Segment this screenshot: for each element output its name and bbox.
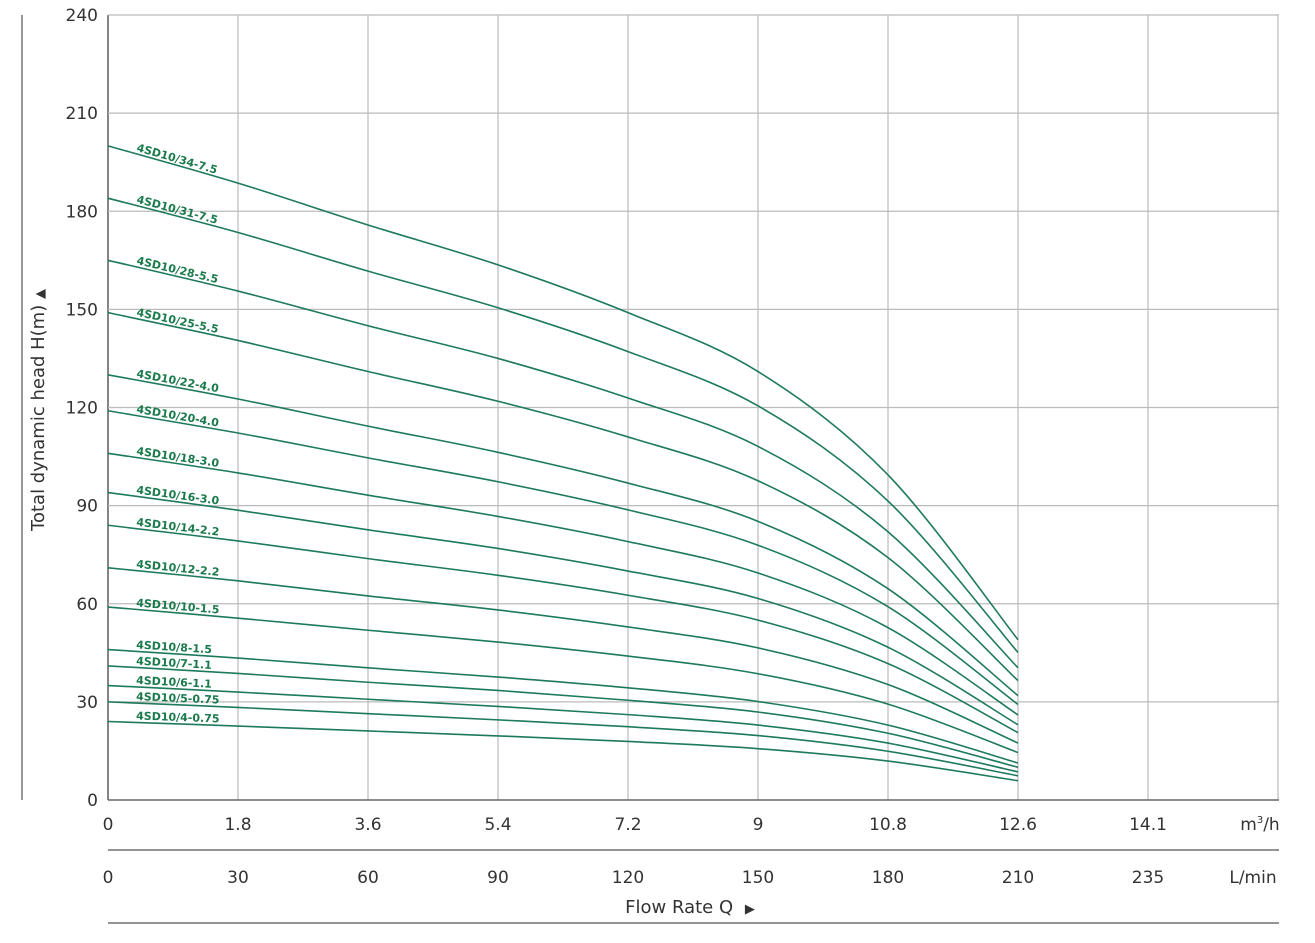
grid xyxy=(107,14,1279,801)
x-tick-label-primary: 1.8 xyxy=(224,815,251,835)
x-tick-label-secondary: 120 xyxy=(612,868,644,888)
curve-label: 4SD10/22-4.0 xyxy=(135,367,220,395)
pump-curve xyxy=(107,566,1019,744)
x-axis-arrow: ▶ xyxy=(745,902,755,917)
curve-label: 4SD10/25-5.5 xyxy=(135,306,219,336)
pump-curve xyxy=(107,701,1019,777)
x-tick-label-secondary: 180 xyxy=(872,868,904,888)
x-tick-label-primary: 5.4 xyxy=(484,815,511,835)
x-tick-label-secondary: 60 xyxy=(357,868,379,888)
curve-label: 4SD10/4-0.75 xyxy=(136,709,220,725)
pump-curve xyxy=(107,452,1019,716)
pump-curve xyxy=(107,684,1019,773)
y-tick-label: 120 xyxy=(66,399,98,419)
x-tick-label-primary: 12.6 xyxy=(999,815,1037,835)
x-tick-label-secondary: 90 xyxy=(487,868,509,888)
y-axis-arrow: ▲ xyxy=(33,289,48,299)
pump-curve xyxy=(107,648,1019,764)
y-tick-label: 210 xyxy=(66,104,98,124)
y-tick-labels: 0 30 60 90 120 150 180 210 240 xyxy=(66,6,98,811)
pump-curve xyxy=(107,491,1019,726)
curve-labels: 4SD10/34-7.54SD10/31-7.54SD10/28-5.54SD1… xyxy=(135,141,220,725)
pump-curve xyxy=(107,145,1019,641)
pump-curve xyxy=(107,311,1019,682)
x-tick-label-primary: 14.1 xyxy=(1129,815,1167,835)
y-tick-label: 150 xyxy=(66,300,98,320)
curves xyxy=(107,145,1019,782)
curve-label: 4SD10/34-7.5 xyxy=(135,141,219,176)
curve-label: 4SD10/8-1.5 xyxy=(136,638,212,656)
pump-curve xyxy=(107,259,1019,669)
pump-curve xyxy=(107,665,1019,769)
x-tick-label-primary: 3.6 xyxy=(354,815,381,835)
x-tick-label-primary: 7.2 xyxy=(614,815,641,835)
pump-curve xyxy=(107,720,1019,782)
pump-curve xyxy=(107,197,1019,654)
x-axis-title: Flow Rate Q ▶ xyxy=(625,897,755,918)
x-tick-label-secondary: 0 xyxy=(103,868,114,888)
curve-label: 4SD10/12-2.2 xyxy=(136,558,220,579)
x-tick-label-secondary: 30 xyxy=(227,868,249,888)
y-tick-label: 30 xyxy=(76,693,98,713)
y-axis-title: Total dynamic head H(m) ▲ xyxy=(28,289,49,532)
curve-label: 4SD10/18-3.0 xyxy=(136,445,221,470)
pump-curve xyxy=(107,409,1019,706)
pump-curve xyxy=(107,524,1019,734)
x-tick-label-secondary: 235 xyxy=(1132,868,1164,888)
x-tick-labels: 0 1.8 3.6 5.4 7.2 9 10.8 12.6 14.1 0 30 60 90 120 150 1… xyxy=(103,815,1167,888)
curve-label: 4SD10/5-0.75 xyxy=(136,690,220,707)
y-tick-label: 180 xyxy=(66,202,98,222)
y-tick-label: 90 xyxy=(76,497,98,517)
curve-label: 4SD10/7-1.1 xyxy=(136,655,212,672)
x-tick-label-primary: 9 xyxy=(753,815,764,835)
curve-label: 4SD10/14-2.2 xyxy=(136,516,220,539)
x-tick-label-primary: 0 xyxy=(103,815,114,835)
y-tick-label: 60 xyxy=(76,595,98,615)
x-tick-label-secondary: 150 xyxy=(742,868,774,888)
curve-label: 4SD10/31-7.5 xyxy=(135,193,219,227)
curve-label: 4SD10/16-3.0 xyxy=(136,483,221,507)
curve-label: 4SD10/6-1.1 xyxy=(136,674,212,691)
y-tick-label: 240 xyxy=(66,6,98,26)
x-tick-label-primary: 10.8 xyxy=(869,815,907,835)
pump-curve xyxy=(107,606,1019,754)
pump-curve xyxy=(107,374,1019,697)
curve-label: 4SD10/20-4.0 xyxy=(135,403,220,430)
y-tick-label: 0 xyxy=(87,791,98,811)
x-unit-primary: m3/h xyxy=(1240,815,1279,835)
x-tick-label-secondary: 210 xyxy=(1002,868,1034,888)
x-unit-secondary: L/min xyxy=(1229,868,1276,888)
